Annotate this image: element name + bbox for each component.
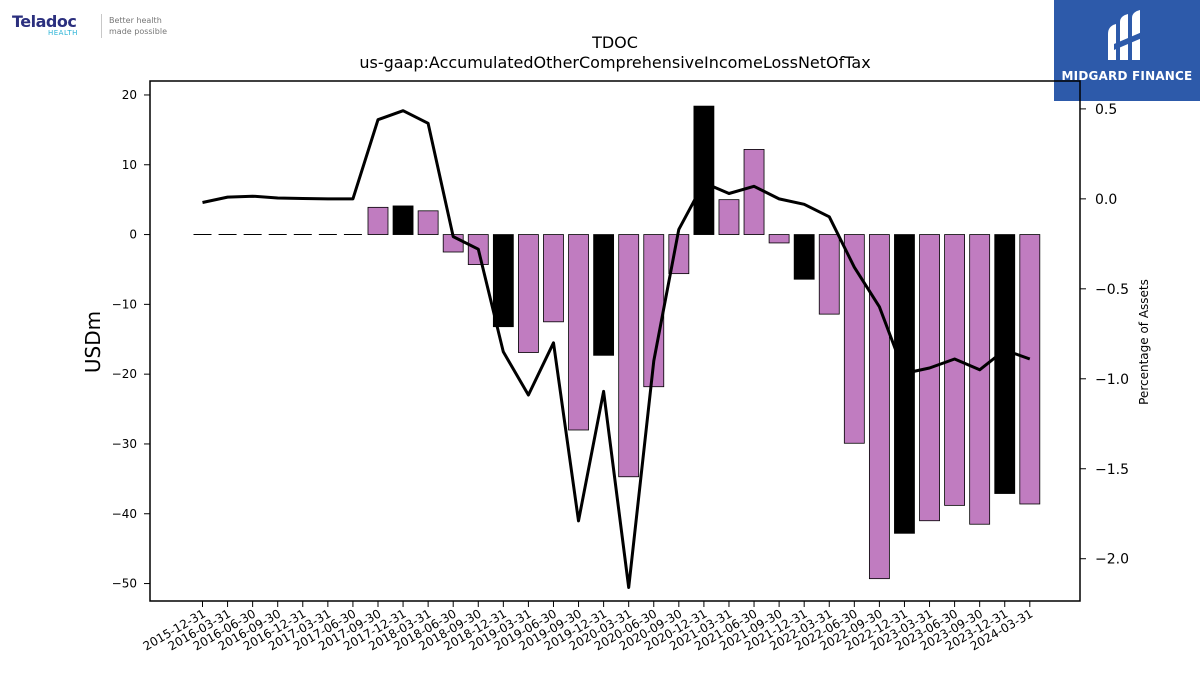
- chart-subtitle: us-gaap:AccumulatedOtherComprehensiveInc…: [359, 53, 870, 72]
- bar: [367, 206, 389, 235]
- y-tick-label: 10: [122, 158, 137, 172]
- bar: [1019, 234, 1041, 505]
- y-tick-label: −30: [112, 437, 137, 451]
- bar: [818, 234, 840, 315]
- bar: [969, 234, 991, 525]
- y2-axis-label: Percentage of Assets: [1137, 279, 1151, 405]
- bar: [768, 234, 790, 244]
- bar: [693, 105, 715, 235]
- bar: [492, 234, 514, 328]
- plot-frame: [149, 80, 1081, 602]
- y-tick-label: −40: [112, 507, 137, 521]
- y2-tick-label: 0.0: [1095, 192, 1117, 208]
- y-tick-label: −20: [112, 367, 137, 381]
- bar: [919, 234, 940, 522]
- y-tick-label: −50: [112, 577, 137, 591]
- y2-tick-label: 0.5: [1095, 102, 1117, 118]
- teladoc-sub: HEALTH: [48, 29, 78, 37]
- y2-tick-label: −0.5: [1095, 282, 1129, 298]
- y-tick-label: 0: [129, 228, 137, 242]
- logo-divider: [101, 14, 102, 38]
- y2-tick-label: −1.5: [1095, 462, 1129, 478]
- bar: [593, 234, 615, 356]
- midgard-mark-icon: [1108, 10, 1142, 60]
- bar: [743, 149, 765, 235]
- chart-title: TDOC: [591, 33, 638, 52]
- teladoc-tagline-1: Better health: [109, 16, 162, 25]
- bar: [843, 234, 865, 444]
- bar: [718, 199, 740, 235]
- midgard-finance-text: MIDGARD FINANCE: [1061, 69, 1193, 83]
- teladoc-tagline-2: made possible: [109, 27, 167, 36]
- bar: [793, 234, 815, 280]
- teladoc-logo: Teladoc HEALTH Better health made possib…: [12, 12, 172, 42]
- bar: [417, 210, 439, 235]
- y2-tick-label: −1.0: [1095, 372, 1129, 388]
- teladoc-brand: Teladoc: [12, 12, 77, 31]
- bar: [392, 205, 414, 235]
- percentage-of-assets-line: [202, 109, 1031, 589]
- bar: [944, 234, 965, 506]
- y2-tick-label: −2.0: [1095, 552, 1129, 568]
- bar: [568, 234, 589, 431]
- y-axis-label: USDm: [81, 311, 105, 373]
- midgard-finance-logo: MIDGARD FINANCE: [1054, 0, 1200, 101]
- bar: [518, 234, 539, 353]
- bar: [994, 234, 1016, 494]
- y-tick-label: −10: [112, 297, 137, 311]
- bar: [894, 234, 915, 534]
- bar: [543, 234, 564, 323]
- y-tick-label: 20: [122, 88, 137, 102]
- bar: [618, 234, 640, 478]
- bar: [868, 234, 890, 580]
